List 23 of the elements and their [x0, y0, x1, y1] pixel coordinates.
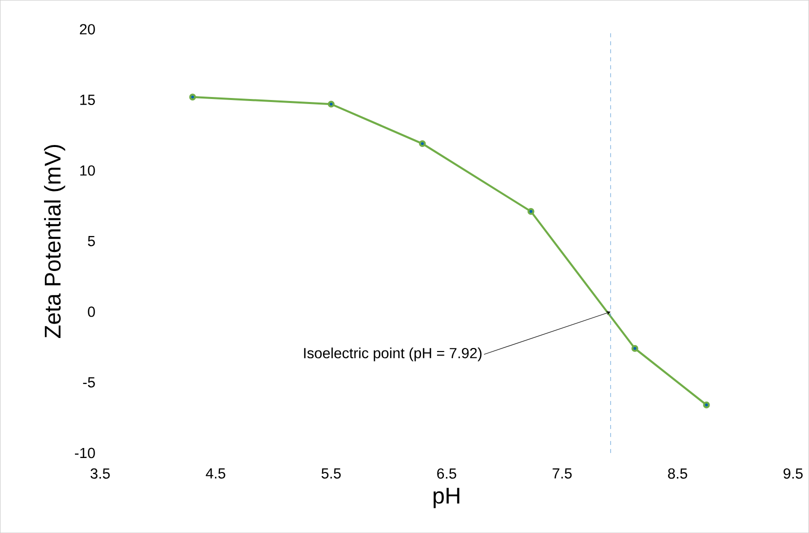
point [328, 100, 335, 108]
point [189, 94, 196, 100]
x-tick-label: 9.5 [784, 468, 803, 479]
x-tick-label: 8.5 [668, 468, 688, 479]
y-tick-label: -5 [83, 377, 95, 388]
y-tick-label: 20 [80, 24, 95, 34]
y-tick-label: 5 [88, 236, 95, 246]
y-tick-label: 15 [80, 94, 95, 105]
y-tick-label: 0 [88, 306, 95, 317]
x-tick-label: 7.5 [552, 468, 572, 478]
point [418, 140, 426, 147]
y-tick-label: 10 [80, 165, 95, 176]
y-tick-label: -10 [74, 448, 95, 458]
x-tick-label: 4.5 [206, 468, 226, 478]
x-tick-label: 6.5 [437, 468, 456, 479]
x-tick-label: 5.5 [322, 468, 341, 478]
y-axis-title: Zeta Potential (mV) [44, 144, 66, 338]
point [528, 208, 534, 215]
point [631, 344, 638, 352]
x-axis-title: pH [434, 488, 460, 508]
annotation: Isoelectric point (pH = 7.92) [304, 347, 482, 362]
point [703, 401, 710, 408]
x-tick-label: 3.5 [90, 468, 110, 479]
